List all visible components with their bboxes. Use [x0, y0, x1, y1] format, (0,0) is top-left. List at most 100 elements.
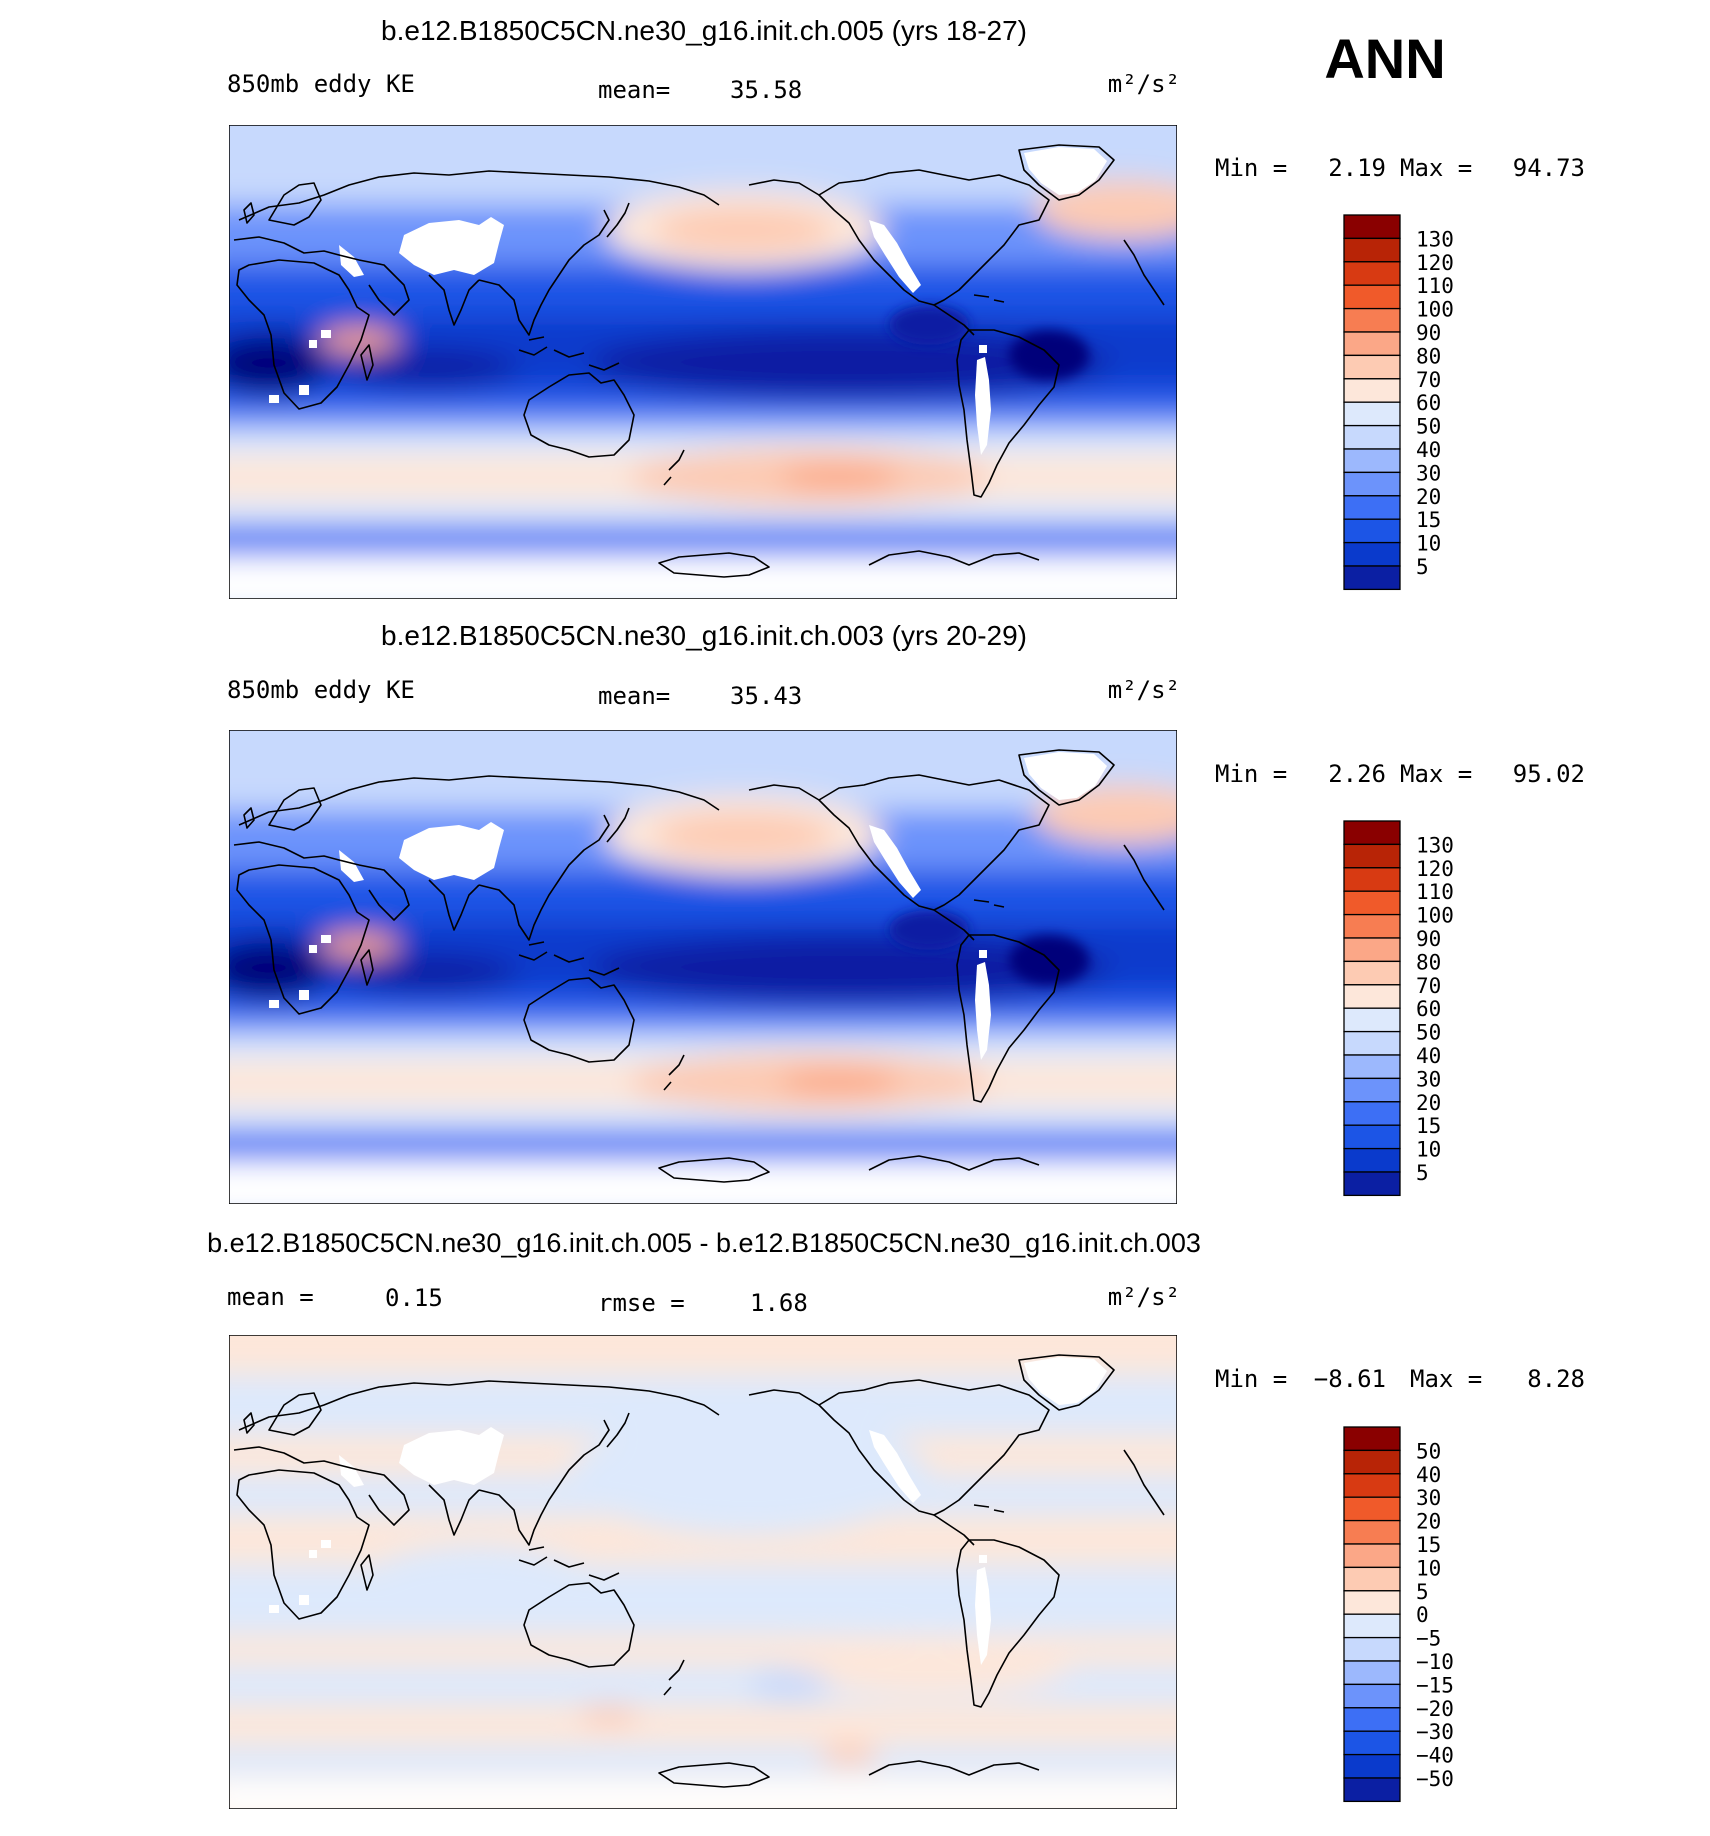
colorbar-box: [1343, 960, 1401, 986]
colorbar-box: [1343, 1077, 1401, 1103]
colorbar-tick-label: 50: [1416, 1439, 1441, 1463]
colorbar-tick-label: 100: [1416, 298, 1454, 322]
center-value: 35.43: [730, 682, 802, 710]
colorbar-tick-label: 50: [1416, 1021, 1441, 1045]
center-value: 1.68: [750, 1289, 808, 1317]
units-label: m²/s²: [1108, 676, 1180, 704]
colorbar-box: [1343, 1054, 1401, 1080]
colorbar-box: [1343, 913, 1401, 939]
colorbar-box: [1343, 1753, 1401, 1779]
panel-title: b.e12.B1850C5CN.ne30_g16.init.ch.003 (yr…: [381, 620, 1027, 651]
colorbar-tick-label: −15: [1416, 1673, 1454, 1697]
colorbar-box: [1343, 424, 1401, 450]
colorbar-tick-label: 20: [1416, 485, 1441, 509]
colorbar-box: [1343, 1660, 1401, 1686]
panel-title: b.e12.B1850C5CN.ne30_g16.init.ch.005 - b…: [207, 1228, 1201, 1258]
colorbar-tick-label: 15: [1416, 508, 1441, 532]
colorbar-box: [1343, 890, 1401, 916]
units-label: m²/s²: [1108, 70, 1180, 98]
colorbar-box: [1343, 1473, 1401, 1498]
colorbar-box: [1343, 1030, 1401, 1056]
min-value: 2.19: [1328, 154, 1386, 182]
left-value: 0.15: [385, 1284, 443, 1312]
colorbar-tick-label: 30: [1416, 461, 1441, 485]
min-label: Min =: [1215, 1365, 1287, 1393]
map-panel: [229, 730, 1177, 1204]
colorbar-box: [1343, 237, 1401, 263]
colorbar-tick-label: 80: [1416, 344, 1441, 368]
colorbar-box: [1343, 937, 1401, 963]
colorbar-tick-label: 130: [1416, 833, 1454, 857]
colorbar-tick-label: 100: [1416, 904, 1454, 928]
colorbar-box: [1343, 867, 1401, 892]
colorbar-tick-label: 70: [1416, 974, 1441, 998]
center-label: mean=: [598, 682, 670, 710]
colorbar-box: [1343, 1147, 1401, 1173]
colorbar-tick-label: 10: [1416, 1556, 1441, 1580]
colorbar-box: [1343, 354, 1401, 380]
center-value: 35.58: [730, 76, 802, 104]
colorbar-box: [1343, 1449, 1401, 1475]
colorbar-tick-label: 40: [1416, 1463, 1441, 1487]
colorbar-box: [1343, 1777, 1401, 1803]
colorbar-tick-label: 90: [1416, 927, 1441, 951]
colorbar-box: [1343, 495, 1401, 520]
colorbar-box: [1343, 1124, 1401, 1150]
colorbar-tick-label: 120: [1416, 251, 1454, 275]
colorbar-tick-label: 70: [1416, 368, 1441, 392]
colorbar-tick-label: 0: [1416, 1603, 1429, 1627]
colorbar-box: [1343, 518, 1401, 544]
colorbar-tick-label: 50: [1416, 415, 1441, 439]
colorbar-box: [1343, 1171, 1401, 1197]
season-label: ANN: [1324, 27, 1445, 90]
units-label: m²/s²: [1108, 1283, 1180, 1311]
colorbar-box: [1343, 1683, 1401, 1709]
colorbar-tick-label: −30: [1416, 1720, 1454, 1744]
colorbar-tick-label: 130: [1416, 227, 1454, 251]
colorbar-tick-label: 80: [1416, 950, 1441, 974]
colorbar-tick-label: −50: [1416, 1767, 1454, 1791]
map-panel: [229, 1335, 1177, 1809]
colorbar-box: [1343, 820, 1401, 846]
colorbar-tick-label: 10: [1416, 532, 1441, 556]
colorbar-box: [1343, 1636, 1401, 1662]
colorbar-tick-label: 60: [1416, 997, 1441, 1021]
colorbar-box: [1343, 214, 1401, 240]
colorbar-box: [1343, 1543, 1401, 1569]
colorbar-tick-label: 5: [1416, 1161, 1429, 1185]
colorbar-box: [1343, 541, 1401, 567]
min-value: 2.26: [1328, 760, 1386, 788]
panel-title: b.e12.B1850C5CN.ne30_g16.init.ch.005 (yr…: [381, 15, 1027, 46]
max-label: Max =: [1400, 760, 1472, 788]
colorbar-tick-label: 120: [1416, 857, 1454, 881]
max-value: 8.28: [1527, 1365, 1585, 1393]
colorbar-box: [1343, 307, 1401, 333]
left-label: 850mb eddy KE: [227, 676, 415, 704]
min-label: Min =: [1215, 154, 1287, 182]
colorbar-box: [1343, 565, 1401, 591]
colorbar-tick-label: 30: [1416, 1067, 1441, 1091]
colorbar-tick-label: 110: [1416, 880, 1454, 904]
colorbar-tick-label: −5: [1416, 1627, 1441, 1651]
colorbar-tick-label: 15: [1416, 1533, 1441, 1557]
colorbar-box: [1343, 1590, 1401, 1615]
min-label: Min =: [1215, 760, 1287, 788]
max-label: Max =: [1400, 154, 1472, 182]
colorbar-box: [1343, 1496, 1401, 1522]
colorbar-tick-label: 110: [1416, 274, 1454, 298]
colorbar-tick-label: 5: [1416, 555, 1429, 579]
max-label: Max =: [1410, 1365, 1482, 1393]
colorbar-box: [1343, 1613, 1401, 1639]
left-label: 850mb eddy KE: [227, 70, 415, 98]
colorbar-box: [1343, 448, 1401, 474]
colorbar-tick-label: 5: [1416, 1580, 1429, 1604]
colorbar-box: [1343, 471, 1401, 497]
colorbar-tick-label: −20: [1416, 1697, 1454, 1721]
colorbar-tick-label: 20: [1416, 1091, 1441, 1115]
max-value: 94.73: [1513, 154, 1585, 182]
colorbar-box: [1343, 1566, 1401, 1592]
